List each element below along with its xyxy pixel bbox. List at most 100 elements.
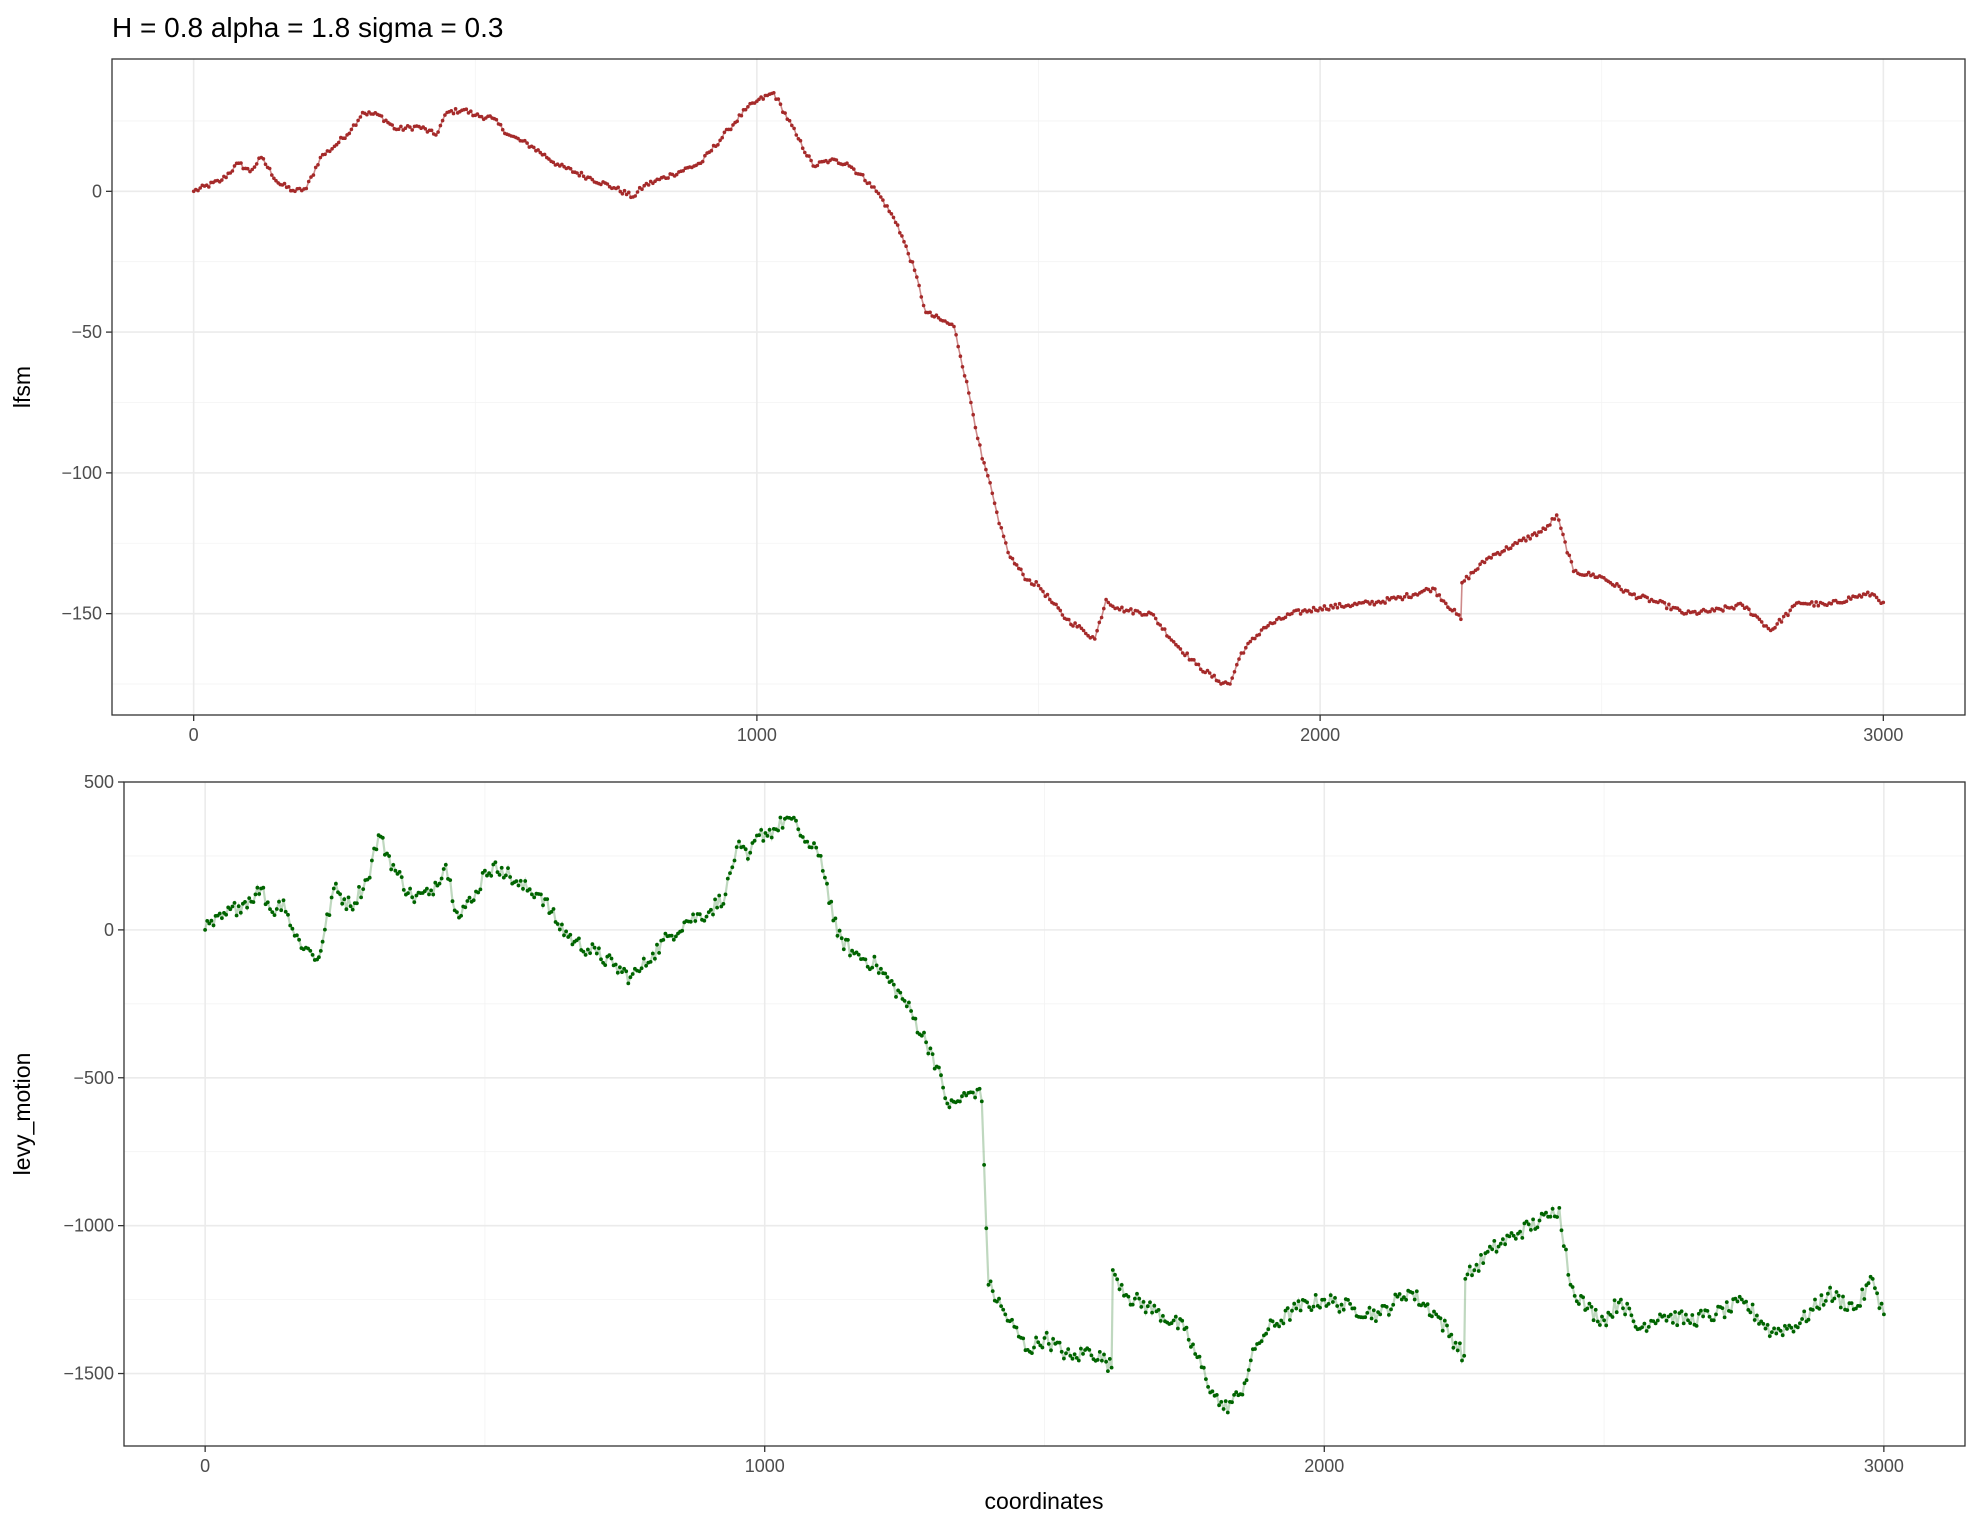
lfsm-point: [1027, 578, 1032, 582]
levy-motion-point: [1564, 1247, 1568, 1252]
levy-motion-point: [1074, 1356, 1079, 1360]
levy-motion-point: [1193, 1352, 1198, 1356]
levy-motion-point: [1259, 1339, 1264, 1344]
levy-motion-point: [1311, 1304, 1316, 1309]
levy-motion-point: [1810, 1308, 1815, 1312]
levy-motion-point: [1463, 1277, 1468, 1281]
levy-motion-point: [1699, 1308, 1703, 1313]
levy-motion-point: [1492, 1239, 1497, 1243]
levy-motion-point: [1690, 1313, 1695, 1317]
levy-motion-point: [1335, 1304, 1340, 1308]
levy-motion-point: [1625, 1301, 1630, 1306]
levy-motion-point: [1789, 1325, 1794, 1330]
levy-motion-point: [837, 928, 842, 933]
levy-motion-point: [1270, 1319, 1275, 1324]
levy-motion-point: [431, 892, 436, 897]
lfsm-point: [254, 162, 259, 166]
levy-motion-point: [1341, 1307, 1346, 1312]
levy-motion-point: [1126, 1294, 1131, 1299]
levy-motion-point: [340, 901, 345, 906]
lfsm-point: [1244, 645, 1248, 650]
levy-motion-point: [1465, 1272, 1470, 1277]
levy-motion-point: [865, 964, 870, 969]
levy-motion-point: [257, 892, 262, 896]
lfsm-point: [1532, 531, 1537, 535]
levy-motion-point: [220, 916, 224, 920]
lfsm-point: [1437, 593, 1442, 597]
levy-motion-point: [489, 873, 494, 878]
lfsm-point: [252, 165, 257, 169]
lfsm-point: [1612, 584, 1617, 588]
levy-motion-point: [251, 900, 256, 904]
lfsm-point: [1554, 513, 1559, 517]
levy-motion-point: [1623, 1312, 1627, 1317]
levy-motion-point: [265, 900, 270, 905]
levy-motion-point: [1173, 1314, 1178, 1319]
levy-motion-point: [1434, 1312, 1439, 1317]
levy-motion-point: [1664, 1318, 1669, 1323]
levy-motion-point: [1095, 1358, 1100, 1362]
levy-motion-point: [1331, 1300, 1335, 1304]
levy-motion-point: [655, 942, 659, 947]
levy-motion-point: [825, 881, 829, 886]
levy-motion-point: [236, 904, 241, 909]
levy-motion-point: [478, 887, 483, 892]
lfsm-point: [1327, 607, 1331, 612]
lfsm-point: [1311, 605, 1316, 610]
levy-motion-point: [734, 845, 739, 849]
lfsm-point: [1565, 551, 1569, 555]
levy-motion-point: [514, 879, 519, 883]
lfsm-point: [1405, 592, 1409, 596]
levy-motion-point: [960, 1094, 964, 1099]
levy-motion-point: [1832, 1296, 1837, 1301]
levy-motion-point: [323, 927, 327, 932]
lfsm-point: [1708, 609, 1712, 614]
levy-motion-point: [1763, 1326, 1768, 1331]
levy-motion-point: [1246, 1368, 1251, 1372]
levy-motion-point: [1746, 1308, 1751, 1312]
lfsm-point: [443, 113, 447, 117]
levy-motion-point: [1365, 1311, 1370, 1315]
lfsm-point: [674, 172, 679, 177]
levy-motion-point: [1828, 1285, 1832, 1290]
lfsm-point: [917, 283, 921, 288]
lfsm-point: [358, 115, 363, 119]
lfsm-point: [1383, 601, 1387, 605]
levy-motion-point: [904, 1004, 909, 1009]
levy-motion-y-tick-label: −1000: [63, 1216, 114, 1236]
levy-motion-point: [1337, 1310, 1342, 1314]
levy-motion-point: [1097, 1350, 1102, 1354]
lfsm-point: [1586, 570, 1591, 575]
levy-motion-point: [1133, 1296, 1137, 1301]
lfsm-point: [1849, 597, 1853, 601]
levy-motion-point: [759, 828, 764, 832]
lfsm-point: [627, 190, 631, 195]
lfsm-point: [304, 186, 309, 191]
levy-motion-point: [1348, 1302, 1352, 1306]
lfsm-point: [1528, 537, 1532, 541]
lfsm-point: [250, 167, 254, 172]
levy-motion-point: [1612, 1298, 1617, 1303]
lfsm-point: [1039, 587, 1043, 591]
lfsm-point: [893, 220, 898, 225]
levy-motion-point: [1520, 1236, 1525, 1240]
levy-motion-point: [919, 1033, 924, 1038]
levy-motion-point: [1696, 1311, 1701, 1316]
lfsm-point: [1664, 606, 1669, 611]
lfsm-point: [1090, 635, 1095, 639]
levy-motion-point: [962, 1091, 966, 1095]
levy-motion-point: [1285, 1306, 1290, 1310]
lfsm-point: [1584, 573, 1589, 577]
lfsm-point: [1777, 617, 1782, 622]
lfsm-point: [761, 97, 765, 101]
lfsm-point: [263, 162, 268, 167]
lfsm-point: [282, 181, 287, 186]
lfsm-point: [1441, 599, 1446, 603]
levy-motion-point: [1230, 1400, 1234, 1405]
lfsm-point: [1712, 609, 1717, 613]
levy-motion-point: [603, 963, 608, 967]
levy-motion-point: [1102, 1352, 1106, 1357]
levy-motion-point: [1629, 1313, 1634, 1318]
lfsm-point: [1591, 572, 1595, 576]
